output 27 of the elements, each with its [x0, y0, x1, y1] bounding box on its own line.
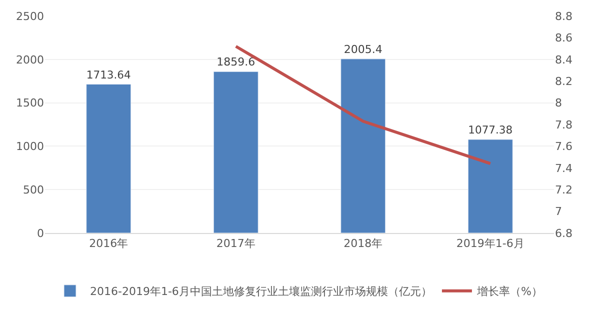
- x-tick-label: 2018年: [344, 237, 383, 250]
- y2-tick-label: 8.4: [555, 53, 572, 66]
- y2-tick-label: 8.2: [555, 74, 572, 88]
- x-tick-label: 2016年: [89, 237, 128, 250]
- y2-tick-label: 7: [555, 205, 562, 218]
- y-tick-label: 0: [37, 226, 44, 240]
- y2-tick-label: 8: [555, 96, 562, 110]
- data-label: 1859.6: [216, 56, 256, 69]
- y-tick-label: 500: [23, 183, 44, 196]
- y2-tick-label: 8.8: [555, 10, 572, 23]
- y2-tick-label: 7.4: [555, 162, 572, 175]
- y2-tick-label: 6.8: [555, 226, 572, 240]
- y2-tick-label: 7.8: [555, 118, 572, 132]
- y2-tick-label: 7.2: [555, 183, 572, 196]
- y-tick-label: 1500: [16, 96, 44, 110]
- data-label: 2005.4: [344, 42, 382, 56]
- y2-tick-label: 8.6: [555, 32, 572, 45]
- y-tick-label: 1000: [16, 140, 44, 154]
- legend-label: 2016-2019年1-6月中国土地修复行业土壤监测行业市场规模（亿元）: [90, 285, 432, 298]
- data-label: 1713.64: [86, 68, 132, 82]
- legend-label: 增长率（%）: [476, 285, 542, 298]
- x-tick-label: 2017年: [216, 237, 256, 250]
- x-tick-label: 2019年1-6月: [456, 237, 524, 250]
- y-tick-label: 2500: [16, 10, 44, 23]
- data-label: 1077.38: [468, 124, 513, 137]
- y2-tick-label: 7.6: [555, 140, 572, 154]
- y-tick-label: 2000: [16, 53, 44, 66]
